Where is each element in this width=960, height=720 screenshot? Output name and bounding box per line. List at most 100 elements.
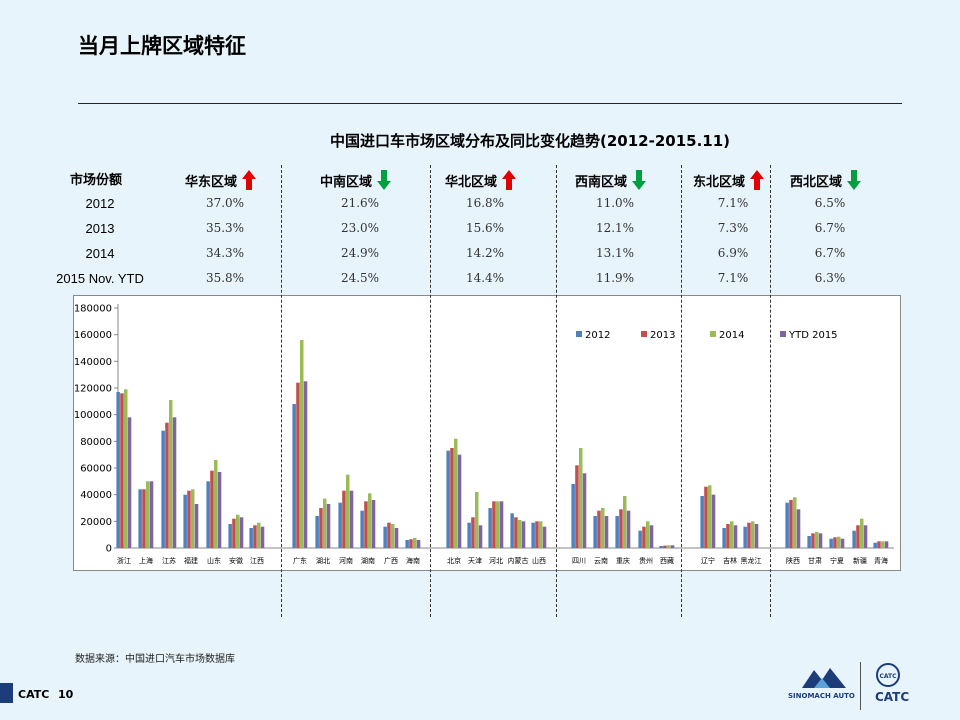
bar-YTD 2015 bbox=[327, 504, 331, 548]
bar-2014 bbox=[667, 545, 671, 548]
bar-YTD 2015 bbox=[218, 472, 222, 548]
x-tick-label: 湖北 bbox=[316, 556, 330, 565]
x-tick-label: 广东 bbox=[293, 556, 307, 565]
sinomach-logo-text: SINOMACH AUTO bbox=[788, 692, 855, 700]
bar-2013 bbox=[387, 523, 391, 548]
bar-2012 bbox=[488, 508, 492, 548]
region-header: 中南区域 bbox=[320, 169, 392, 191]
bar-2014 bbox=[124, 389, 128, 548]
bar-2013 bbox=[232, 519, 236, 548]
bar-2012 bbox=[183, 495, 187, 548]
bar-YTD 2015 bbox=[522, 521, 526, 548]
bar-YTD 2015 bbox=[417, 540, 421, 548]
bar-YTD 2015 bbox=[819, 533, 823, 548]
table-header-label: 市场份额 bbox=[70, 169, 122, 188]
table-cell: 24.5% bbox=[310, 271, 410, 285]
page-title: 当月上牌区域特征 bbox=[78, 30, 246, 60]
bar-2014 bbox=[346, 475, 350, 548]
bar-YTD 2015 bbox=[261, 527, 265, 548]
y-tick-label: 100000 bbox=[74, 410, 112, 421]
x-tick-label: 内蒙古 bbox=[508, 556, 529, 565]
y-tick-label: 160000 bbox=[74, 330, 112, 341]
x-tick-label: 广西 bbox=[384, 556, 398, 565]
table-cell: 16.8% bbox=[435, 196, 535, 210]
region-header: 华北区域 bbox=[445, 169, 517, 191]
x-tick-label: 宁夏 bbox=[830, 556, 844, 565]
bar-2014 bbox=[881, 541, 885, 548]
bar-2012 bbox=[405, 540, 409, 548]
bar-2013 bbox=[811, 533, 815, 548]
bar-YTD 2015 bbox=[671, 545, 675, 548]
x-tick-label: 北京 bbox=[447, 556, 461, 565]
bar-2013 bbox=[642, 527, 646, 548]
x-tick-label: 青海 bbox=[874, 556, 888, 565]
bar-2012 bbox=[383, 527, 387, 548]
region-divider bbox=[556, 165, 557, 617]
bar-2013 bbox=[492, 501, 496, 548]
legend-swatch bbox=[641, 331, 647, 337]
bar-2014 bbox=[169, 400, 173, 548]
bar-YTD 2015 bbox=[864, 525, 868, 548]
bar-2013 bbox=[597, 511, 601, 548]
bar-2013 bbox=[575, 465, 579, 548]
x-tick-label: 新疆 bbox=[853, 556, 867, 565]
bar-2014 bbox=[837, 537, 841, 548]
title-divider bbox=[78, 103, 902, 104]
bar-YTD 2015 bbox=[650, 525, 654, 548]
bar-YTD 2015 bbox=[500, 501, 504, 548]
table-cell: 15.6% bbox=[435, 221, 535, 235]
x-tick-label: 福建 bbox=[184, 556, 198, 565]
table-cell: 7.3% bbox=[683, 221, 783, 235]
region-header: 西北区域 bbox=[790, 169, 862, 191]
bar-2012 bbox=[116, 392, 120, 548]
bar-2013 bbox=[120, 393, 124, 548]
bar-2014 bbox=[708, 485, 712, 548]
bar-2012 bbox=[873, 543, 877, 548]
bar-2012 bbox=[615, 516, 619, 548]
bar-chart-svg: 0 20000 40000 60000 80000 100000 120000 140000 1… bbox=[74, 296, 900, 570]
x-tick-label: 河北 bbox=[489, 557, 503, 565]
catc-logo-text: CATC bbox=[875, 690, 909, 704]
arrow-up-icon bbox=[241, 169, 257, 191]
bar-YTD 2015 bbox=[240, 517, 244, 548]
table-row-label: 2015 Nov. YTD bbox=[40, 271, 160, 286]
bar-2012 bbox=[206, 481, 210, 548]
arrow-up-icon bbox=[501, 169, 517, 191]
bar-2013 bbox=[253, 525, 257, 548]
x-tick-label: 安徽 bbox=[229, 556, 243, 565]
bar-2014 bbox=[454, 439, 458, 548]
legend-label: 2013 bbox=[650, 330, 675, 341]
bar-YTD 2015 bbox=[755, 524, 759, 548]
bar-YTD 2015 bbox=[304, 381, 308, 548]
bar-YTD 2015 bbox=[734, 525, 738, 548]
table-cell: 6.7% bbox=[780, 221, 880, 235]
table-cell: 24.9% bbox=[310, 246, 410, 260]
x-tick-label: 海南 bbox=[406, 556, 420, 565]
bar-2013 bbox=[704, 487, 708, 548]
bar-YTD 2015 bbox=[350, 491, 354, 548]
region-header: 华东区域 bbox=[185, 169, 257, 191]
bar-YTD 2015 bbox=[479, 525, 483, 548]
bar-2014 bbox=[496, 501, 500, 548]
region-divider bbox=[281, 165, 282, 617]
bar-2013 bbox=[726, 524, 730, 548]
arrow-down-icon bbox=[376, 169, 392, 191]
bar-2012 bbox=[807, 536, 811, 548]
table-cell: 7.1% bbox=[683, 271, 783, 285]
page-number: 10 bbox=[58, 688, 73, 701]
table-cell: 12.1% bbox=[565, 221, 665, 235]
bar-YTD 2015 bbox=[173, 417, 177, 548]
bar-2012 bbox=[785, 503, 789, 548]
bar-2012 bbox=[852, 531, 856, 548]
catc-logo-icon: CATC bbox=[874, 662, 902, 688]
y-tick-label: 20000 bbox=[80, 517, 112, 528]
y-tick-label: 180000 bbox=[74, 304, 112, 315]
x-tick-label: 河南 bbox=[339, 556, 353, 565]
table-cell: 6.3% bbox=[780, 271, 880, 285]
region-header-label: 华北区域 bbox=[445, 171, 497, 190]
bar-2013 bbox=[319, 508, 323, 548]
bar-2013 bbox=[165, 423, 169, 548]
bar-2012 bbox=[446, 451, 450, 548]
bar-2014 bbox=[860, 519, 864, 548]
x-tick-label: 辽宁 bbox=[701, 556, 715, 565]
